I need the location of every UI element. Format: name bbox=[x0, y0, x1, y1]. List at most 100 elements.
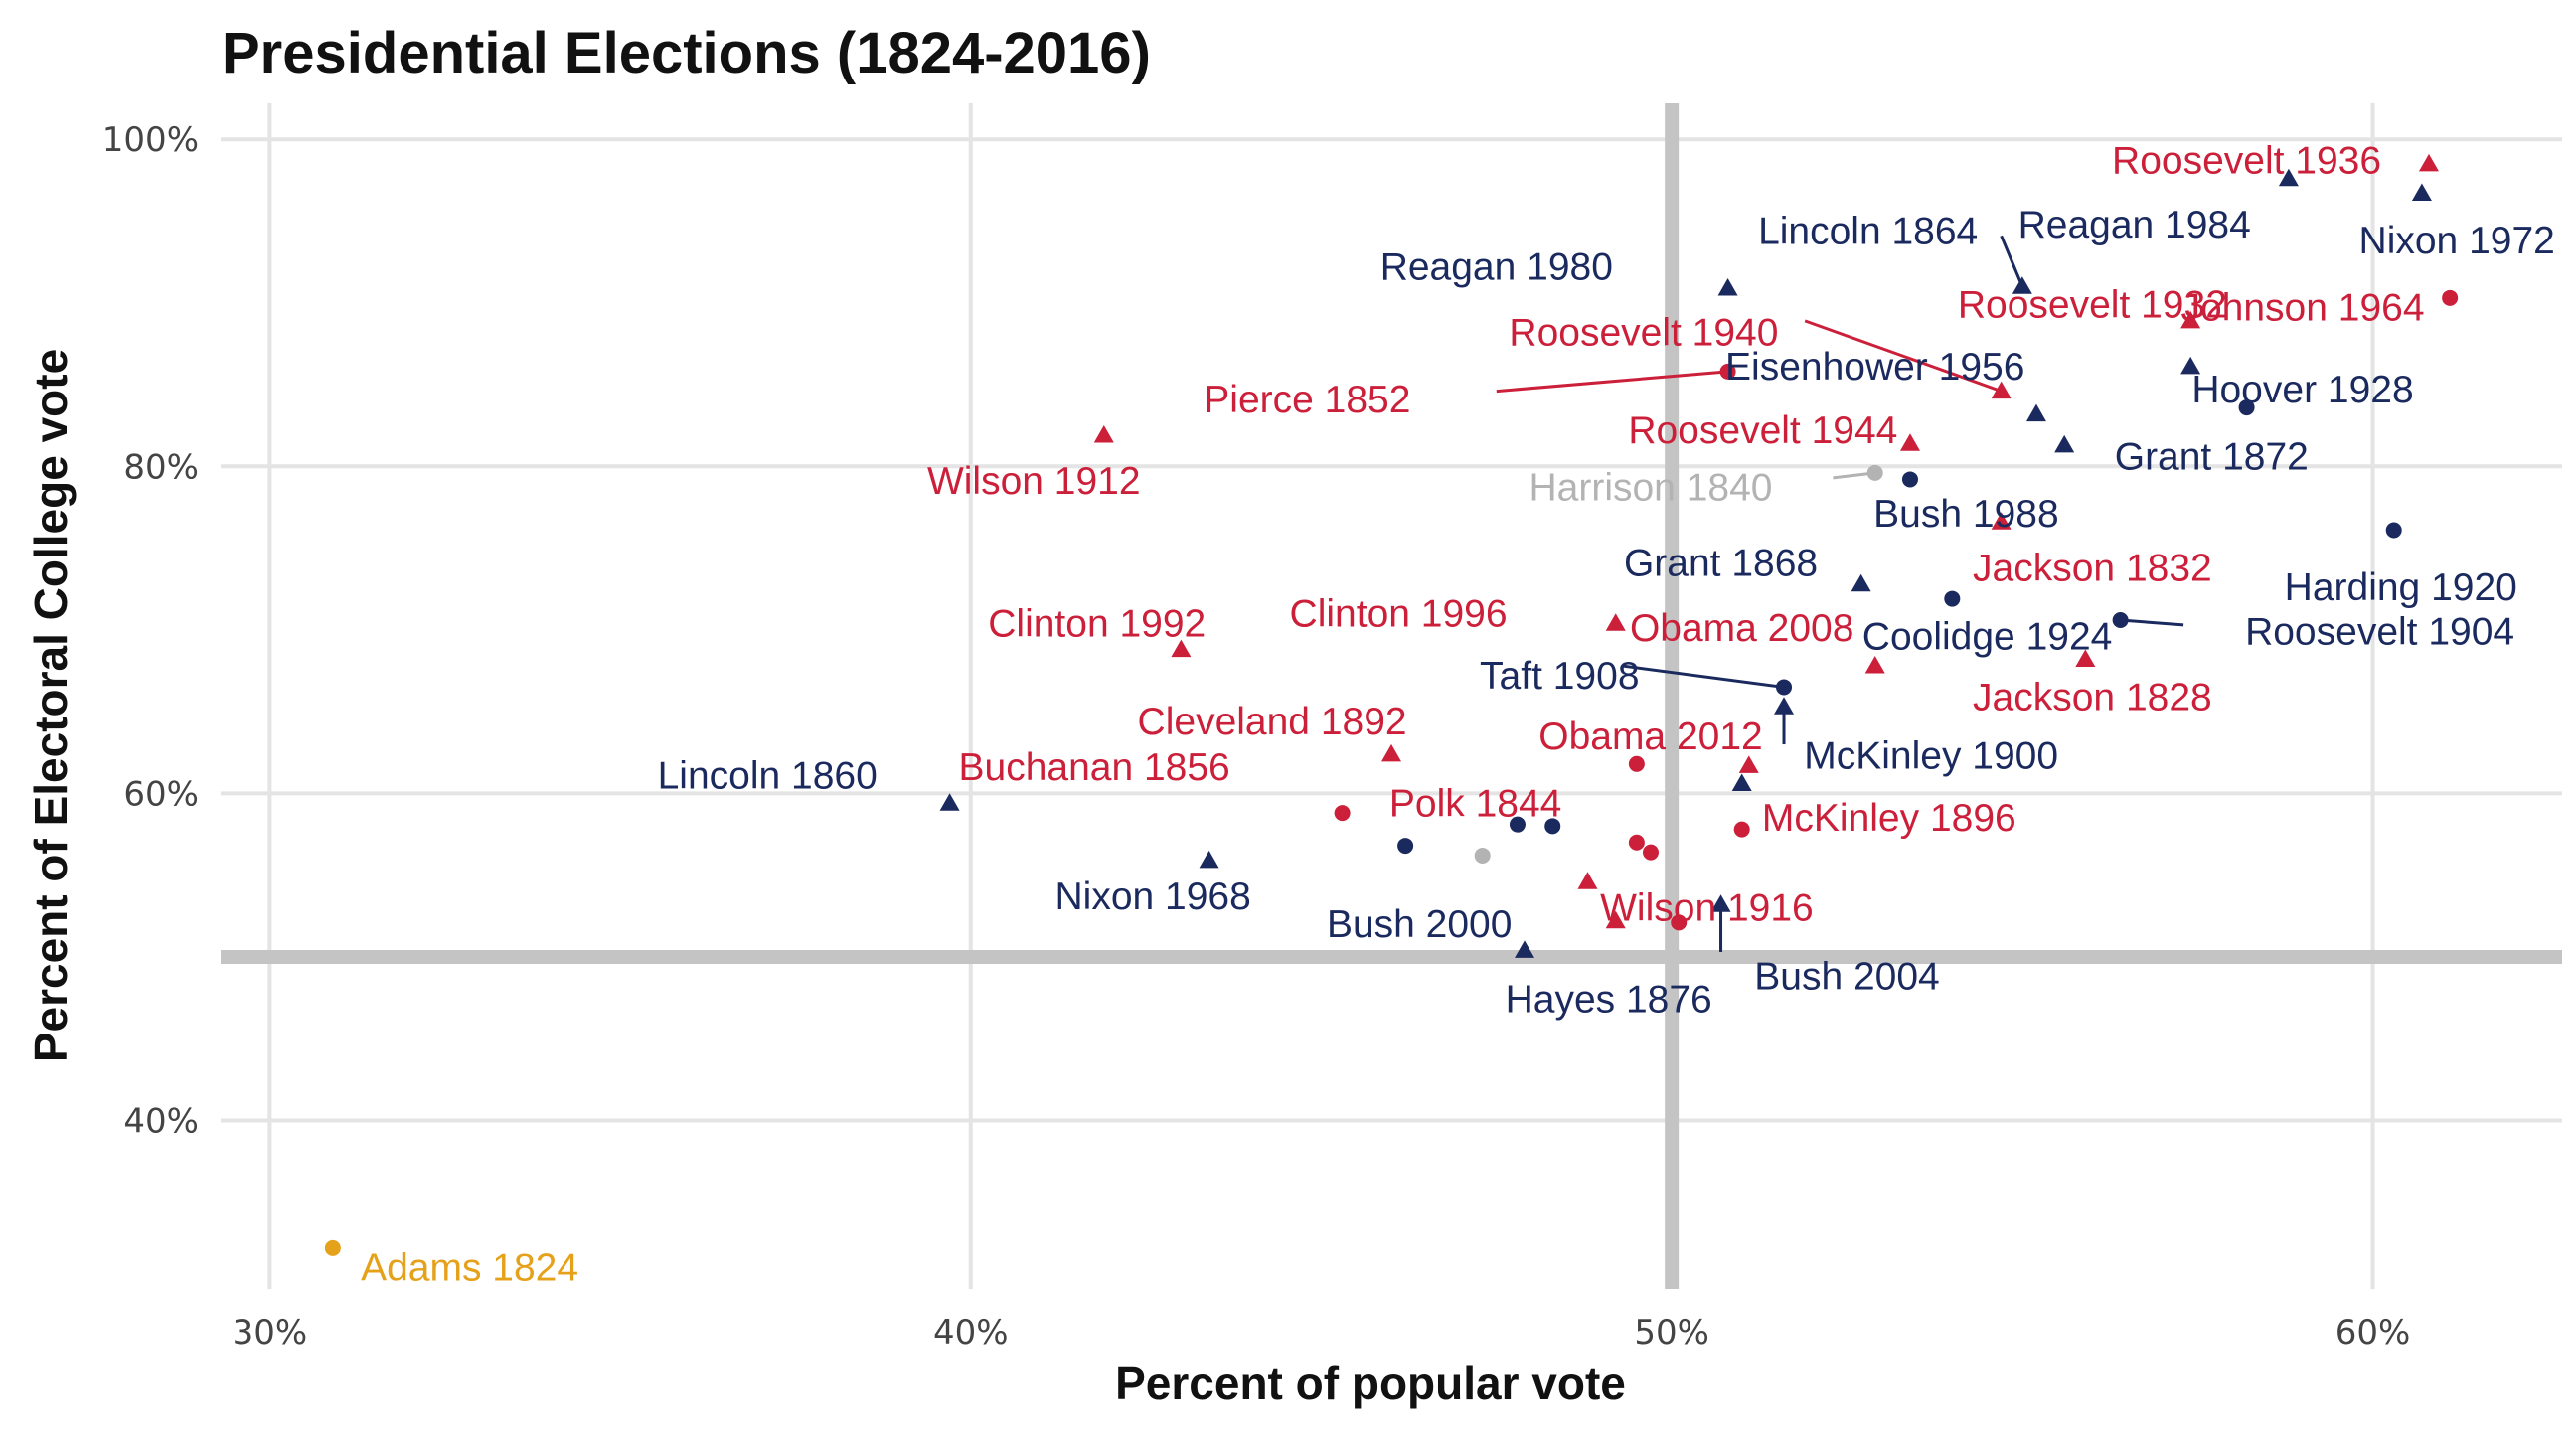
point-label: Bush 1988 bbox=[1873, 493, 2059, 536]
data-point bbox=[1334, 805, 1351, 822]
point-label: Roosevelt 1940 bbox=[1509, 311, 1778, 354]
x-tick-label: 60% bbox=[2335, 1313, 2411, 1352]
y-axis-title: Percent of Electoral College vote bbox=[25, 349, 77, 1062]
chart-title: Presidential Elections (1824-2016) bbox=[222, 21, 1151, 85]
data-point bbox=[2278, 168, 2299, 187]
point-label: Polk 1844 bbox=[1389, 782, 1561, 825]
tick-labels: 30% 40% 50% 60% 40% 60% 80% 100% bbox=[102, 120, 2411, 1352]
x-tick-label: 40% bbox=[933, 1313, 1009, 1352]
point-label: McKinley 1900 bbox=[1804, 735, 2058, 778]
data-points bbox=[324, 153, 2459, 1256]
point-label: Harding 1920 bbox=[2285, 566, 2517, 609]
point-label: Nixon 1968 bbox=[1055, 875, 1251, 918]
data-point bbox=[1544, 818, 1561, 835]
point-label: Roosevelt 1932 bbox=[1958, 283, 2227, 326]
point-label: Johnson 1964 bbox=[2180, 287, 2424, 330]
leader-line bbox=[1804, 319, 2003, 394]
point-label: Harrison 1840 bbox=[1530, 467, 1773, 510]
point-label: Roosevelt 1936 bbox=[2112, 140, 2381, 183]
data-point bbox=[1774, 697, 1795, 715]
data-point bbox=[2054, 434, 2075, 453]
point-label: Roosevelt 1904 bbox=[2245, 611, 2514, 654]
data-point bbox=[1093, 425, 1114, 443]
x-axis-title: Percent of popular vote bbox=[1115, 1357, 1626, 1409]
point-label: Roosevelt 1944 bbox=[1628, 409, 1897, 452]
data-point bbox=[1717, 277, 1738, 296]
data-point bbox=[1199, 850, 1219, 869]
x-tick-label: 30% bbox=[233, 1313, 308, 1352]
data-point bbox=[939, 793, 960, 811]
data-point bbox=[1738, 755, 1759, 773]
leader-line bbox=[2000, 235, 2024, 287]
data-point bbox=[1397, 838, 1414, 855]
data-point bbox=[1642, 844, 1659, 861]
point-label: Nixon 1972 bbox=[2359, 220, 2555, 262]
point-label: Adams 1824 bbox=[361, 1247, 578, 1290]
data-point bbox=[2411, 183, 2432, 202]
point-label: McKinley 1896 bbox=[1762, 797, 2016, 840]
data-point bbox=[1899, 433, 1920, 451]
point-label: Reagan 1980 bbox=[1380, 246, 1613, 289]
point-label: Pierce 1852 bbox=[1204, 379, 1410, 421]
data-point bbox=[1776, 679, 1793, 696]
data-point bbox=[2385, 522, 2402, 539]
data-point bbox=[1866, 464, 1883, 481]
leader-lines bbox=[1496, 235, 2184, 953]
leader-line bbox=[2120, 618, 2184, 627]
data-point bbox=[2238, 399, 2255, 416]
data-point bbox=[1864, 656, 1885, 674]
point-label: Reagan 1984 bbox=[2018, 204, 2251, 246]
data-point bbox=[1605, 613, 1626, 631]
y-tick-label: 80% bbox=[123, 447, 199, 487]
data-point bbox=[1991, 381, 2012, 399]
point-label: Wilson 1912 bbox=[927, 460, 1141, 503]
data-point bbox=[1901, 471, 1918, 488]
data-point bbox=[2180, 356, 2201, 375]
point-label: Coolidge 1924 bbox=[1862, 615, 2113, 658]
data-point bbox=[1628, 834, 1645, 851]
data-point bbox=[2075, 649, 2096, 667]
point-label: Clinton 1992 bbox=[988, 602, 1206, 645]
data-point bbox=[2012, 276, 2032, 294]
reference-lines bbox=[221, 103, 2562, 1289]
data-point bbox=[1605, 910, 1626, 929]
data-point bbox=[1628, 755, 1645, 772]
data-point bbox=[1577, 872, 1598, 889]
data-point bbox=[2112, 611, 2129, 628]
point-label: Bush 2000 bbox=[1327, 903, 1513, 946]
point-labels: Adams 1824 Lincoln 1860 Wilson 1912 Clinton… bbox=[361, 140, 2555, 1290]
point-label: Hoover 1928 bbox=[2191, 369, 2413, 411]
point-label: Obama 2012 bbox=[1538, 716, 1763, 758]
data-point bbox=[1731, 773, 1752, 792]
data-point bbox=[1171, 639, 1192, 658]
data-point bbox=[2442, 289, 2459, 306]
point-label: Grant 1872 bbox=[2115, 435, 2309, 478]
data-point bbox=[1733, 821, 1750, 838]
point-label: Obama 2008 bbox=[1630, 607, 1854, 650]
y-tick-label: 40% bbox=[123, 1102, 199, 1142]
point-label: Lincoln 1860 bbox=[658, 754, 878, 797]
x-tick-label: 50% bbox=[1634, 1313, 1709, 1352]
point-label: Jackson 1828 bbox=[1973, 676, 2212, 718]
point-label: Grant 1868 bbox=[1624, 542, 1818, 584]
data-point bbox=[1719, 363, 1736, 380]
data-point bbox=[1474, 847, 1491, 864]
point-label: Wilson 1916 bbox=[1600, 887, 1814, 930]
data-point bbox=[1515, 940, 1535, 958]
point-label: Cleveland 1892 bbox=[1138, 701, 1407, 743]
data-point bbox=[2025, 403, 2046, 422]
leader-line bbox=[1496, 370, 1728, 394]
leader-line bbox=[1622, 664, 1785, 689]
point-label: Hayes 1876 bbox=[1506, 979, 1712, 1022]
data-point bbox=[1991, 512, 2012, 530]
data-point bbox=[324, 1239, 341, 1256]
point-label: Lincoln 1864 bbox=[1758, 210, 1978, 252]
data-point bbox=[1710, 894, 1731, 912]
data-point bbox=[1851, 573, 1871, 592]
data-point bbox=[1381, 743, 1401, 762]
point-label: Bush 2004 bbox=[1754, 956, 1940, 999]
point-label: Clinton 1996 bbox=[1290, 592, 1508, 635]
data-point bbox=[2180, 310, 2201, 329]
data-point bbox=[1671, 914, 1688, 931]
